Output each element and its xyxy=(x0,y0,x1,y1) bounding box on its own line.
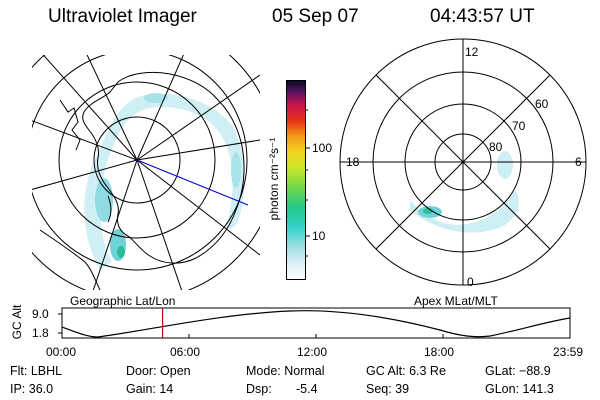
time-readout: 04:43:57 UT xyxy=(430,6,535,27)
magnetic-caption: Apex MLat/MLT xyxy=(414,294,498,308)
gc-altitude-readout: GC Alt: 6.3 Re xyxy=(366,364,446,378)
mlt-label-12: 12 xyxy=(465,45,479,59)
altitude-ylabel: GC Alt xyxy=(10,304,24,340)
colorbar-tick-100: 100 xyxy=(312,141,333,155)
filter-readout: Flt: LBHL xyxy=(10,364,63,378)
time-tick-2359: 23:59 xyxy=(553,345,584,359)
lat-label-70: 70 xyxy=(512,119,526,133)
aurora-oval-geo xyxy=(84,93,245,270)
altitude-ytick-max: 9.0 xyxy=(32,307,49,321)
colorbar-unit-label: photon cm⁻²s⁻¹ xyxy=(267,137,281,221)
app-title: Ultraviolet Imager xyxy=(48,6,197,27)
sequence-readout: Seq: 39 xyxy=(366,382,410,396)
geo-lat-readout: GLat: −88.9 xyxy=(485,364,551,378)
time-tick-0000: 00:00 xyxy=(46,345,77,359)
geographic-caption: Geographic Lat/Lon xyxy=(70,294,176,308)
date-readout: 05 Sep 07 xyxy=(272,6,359,27)
gain-readout: Gain: 14 xyxy=(126,382,174,396)
mlt-label-0: 0 xyxy=(467,275,474,289)
intensity-colorbar xyxy=(286,80,306,280)
colorbar-tick-10: 10 xyxy=(312,229,326,243)
lat-label-80: 80 xyxy=(489,140,503,154)
magnetic-polar-plot xyxy=(339,38,587,286)
dsp-value: -5.4 xyxy=(296,382,318,396)
mlt-label-6: 6 xyxy=(575,155,582,169)
antarctica-coastline xyxy=(82,71,245,264)
time-tick-1800: 18:00 xyxy=(424,345,455,359)
geo-lon-readout: GLon: 141.3 xyxy=(485,382,554,396)
lat-label-60: 60 xyxy=(535,97,549,111)
dsp-label: Dsp: xyxy=(246,382,272,396)
time-tick-1200: 12:00 xyxy=(297,345,328,359)
mode-readout: Mode: Normal xyxy=(246,364,325,378)
door-readout: Door: Open xyxy=(126,364,191,378)
ip-readout: IP: 36.0 xyxy=(10,382,54,396)
mlt-label-18: 18 xyxy=(346,155,360,169)
local-noon-meridian xyxy=(136,159,249,206)
altitude-curve xyxy=(61,310,571,338)
altitude-ytick-min: 1.8 xyxy=(32,326,49,340)
time-tick-0600: 06:00 xyxy=(170,345,201,359)
